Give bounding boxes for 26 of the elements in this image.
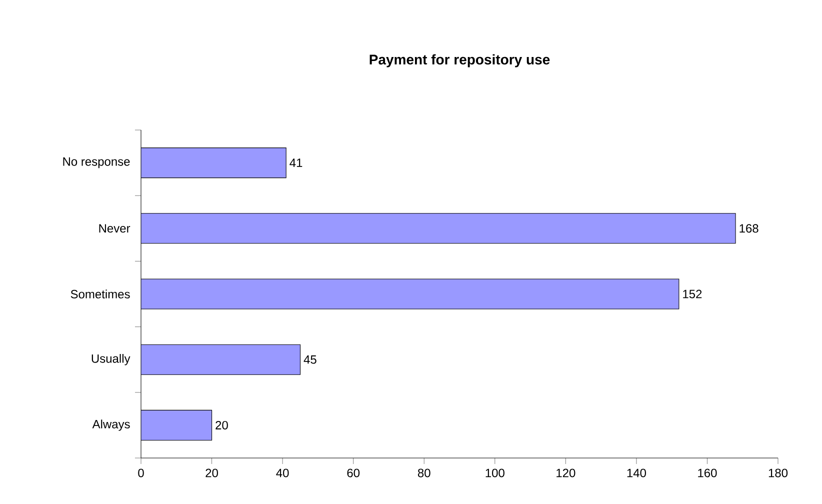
- x-tick-label: 100: [486, 468, 504, 478]
- y-tick-label: No response: [63, 157, 130, 168]
- x-tick-label: 0: [138, 468, 144, 478]
- y-tick-label: Always: [92, 420, 130, 431]
- data-label: 45: [304, 355, 316, 364]
- data-label: 152: [683, 290, 702, 298]
- data-label: 41: [290, 158, 302, 167]
- x-tick-label: 140: [627, 468, 646, 478]
- y-tick-label: Never: [99, 224, 130, 233]
- x-tick-label: 160: [698, 468, 717, 478]
- x-tick-label: 20: [206, 468, 218, 478]
- bar: [141, 148, 286, 178]
- bar: [141, 344, 301, 375]
- x-tick-label: 120: [556, 468, 576, 478]
- bar: [141, 410, 212, 440]
- bar: [141, 278, 680, 310]
- x-tick-label: 40: [276, 468, 289, 478]
- x-tick-label: 60: [347, 468, 360, 478]
- data-label: 168: [740, 224, 758, 233]
- bar: [141, 213, 736, 244]
- x-tick-label: 80: [418, 468, 430, 478]
- y-tick-label: Sometimes: [70, 290, 130, 298]
- chart-title: Payment for repository use: [370, 54, 550, 68]
- x-tick-label: 180: [768, 468, 788, 478]
- data-label: 20: [216, 420, 228, 430]
- y-tick-label: Usually: [92, 354, 130, 366]
